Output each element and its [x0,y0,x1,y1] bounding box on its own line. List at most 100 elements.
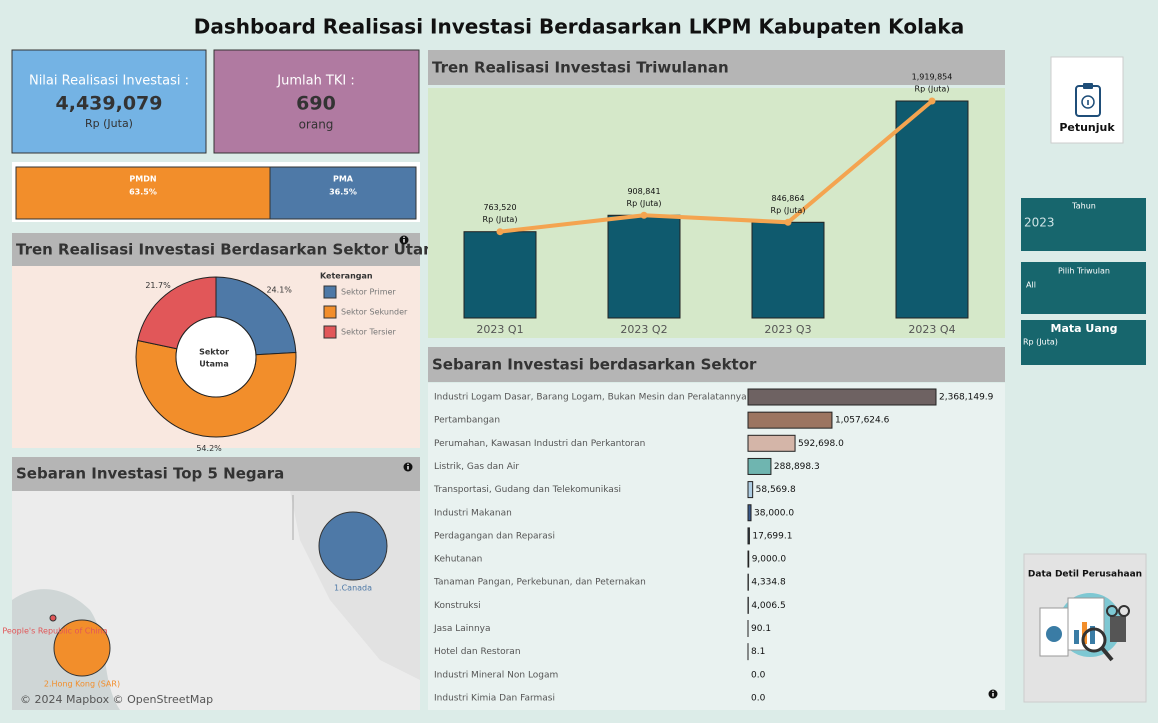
filter-label: Pilih Triwulan [1058,267,1110,276]
donut-center-label: Utama [199,360,228,369]
share-name: PMDN [129,175,156,184]
data-label: 2,368,149.9 [939,393,994,403]
line-point [928,97,936,105]
line-point [640,211,648,219]
y-tick-label: Jasa Lainnya [433,624,491,634]
data-label-unit: Rp (Juta) [771,206,806,215]
map-bubble [53,619,111,677]
panel-header [428,50,1005,85]
legend-title: Keterangan [320,272,373,281]
kpi-label: Jumlah TKI : [276,74,355,89]
line [499,99,934,234]
filter-label: Mata Uang [1051,322,1118,335]
button-label: Data Detil Perusahaan [1028,570,1142,580]
kpi-label: Nilai Realisasi Investasi : [29,74,189,89]
slice-label: 54.2% [196,444,222,453]
kpi-unit: orang [299,118,334,132]
legend-swatch [323,285,337,299]
data-label: 90.1 [751,624,771,634]
share-name: PMA [333,175,354,184]
filter-value: Rp (Juta) [1023,338,1058,347]
line-point [496,228,504,236]
bar [747,457,772,475]
x-tick-label: 2023 Q4 [908,323,955,336]
filter-value: 2023 [1024,216,1055,230]
y-tick-label: Perdagangan dan Reparasi [434,531,555,541]
kpi-tile [11,49,207,154]
filter-value: All [1026,281,1036,290]
data-label: 8.1 [751,647,765,657]
x-tick-label: 2023 Q2 [620,323,667,336]
panel-title: Sebaran Investasi berdasarkan Sektor [432,356,757,374]
y-tick-label: Industri Kimia Dan Farmasi [434,693,555,703]
panel-header [12,233,420,266]
panel-title: Tren Realisasi Investasi Triwulanan [432,59,729,77]
y-tick-label: Kehutanan [434,555,482,565]
map-attribution: © 2024 Mapbox © OpenStreetMap [20,693,213,706]
data-label-unit: Rp (Juta) [483,215,518,224]
filter[interactable] [1021,320,1146,365]
panel-title: Tren Realisasi Investasi Berdasarkan Sek… [16,241,449,259]
data-label: 908,841 [627,187,660,196]
kpi-unit: Rp (Juta) [85,117,133,130]
map-label: People's Republic of China [2,627,107,636]
company-button[interactable]: Data Detil Perusahaan [1023,553,1147,703]
data-label: 763,520 [483,203,516,212]
y-tick-label: Listrik, Gas dan Air [434,462,519,472]
data-label: 17,699.1 [752,531,792,541]
y-tick-label: Pertambangan [434,416,500,426]
dashboard-title: Dashboard Realisasi Investasi Berdasarka… [194,15,964,39]
line-point [784,218,792,226]
y-tick-label: Hotel dan Restoran [434,647,521,657]
bar [747,388,937,406]
panel-header [428,347,1005,382]
legend-swatch [323,325,337,339]
y-tick-label: Perumahan, Kawasan Industri dan Perkanto… [434,439,645,449]
donut-hole [175,316,257,398]
bar [747,434,796,452]
data-label: 0.0 [751,693,766,703]
bar [747,504,752,522]
bar [751,221,825,319]
button-label: Petunjuk [1059,121,1115,134]
info-icon[interactable] [988,689,998,699]
data-label: 0.0 [751,670,766,680]
filter[interactable] [1021,262,1146,314]
kpi-value: 690 [296,93,336,115]
map-label: 1.Canada [334,584,372,593]
map-bubble [49,614,57,622]
share-segment [15,166,271,220]
bar [747,550,750,568]
data-label: 1,057,624.6 [835,416,890,426]
y-tick-label: Industri Makanan [434,508,512,518]
y-tick-label: Tanaman Pangan, Perkebunan, dan Peternak… [433,578,646,588]
data-label: 4,334.8 [751,578,786,588]
bar [747,481,754,499]
info-icon[interactable] [403,462,413,472]
share-value: 63.5% [129,188,157,197]
help-button[interactable]: Petunjuk [1050,56,1124,144]
data-label: 38,000.0 [754,508,794,518]
panel-header [12,457,420,491]
data-label: 1,919,854 [912,73,953,82]
data-label: 4,006.5 [751,601,785,611]
filter[interactable] [1021,198,1146,251]
bar [747,527,750,545]
data-label: 58,569.8 [756,485,796,495]
data-label: 9,000.0 [752,555,787,565]
bar [463,231,537,319]
bar [895,100,969,319]
kpi-tile [213,49,420,154]
panel [428,383,1005,710]
share-segment [269,166,417,220]
y-tick-label: Transportasi, Gudang dan Telekomunikasi [433,485,621,495]
bar [607,214,681,319]
data-label: 592,698.0 [798,439,844,449]
legend-label: Sektor Sekunder [341,308,408,317]
map-land [12,491,420,710]
slice-label: 24.1% [266,286,292,295]
info-icon[interactable] [399,235,409,245]
legend-label: Sektor Tersier [341,328,397,337]
donut-center-label: Sektor [199,348,229,357]
